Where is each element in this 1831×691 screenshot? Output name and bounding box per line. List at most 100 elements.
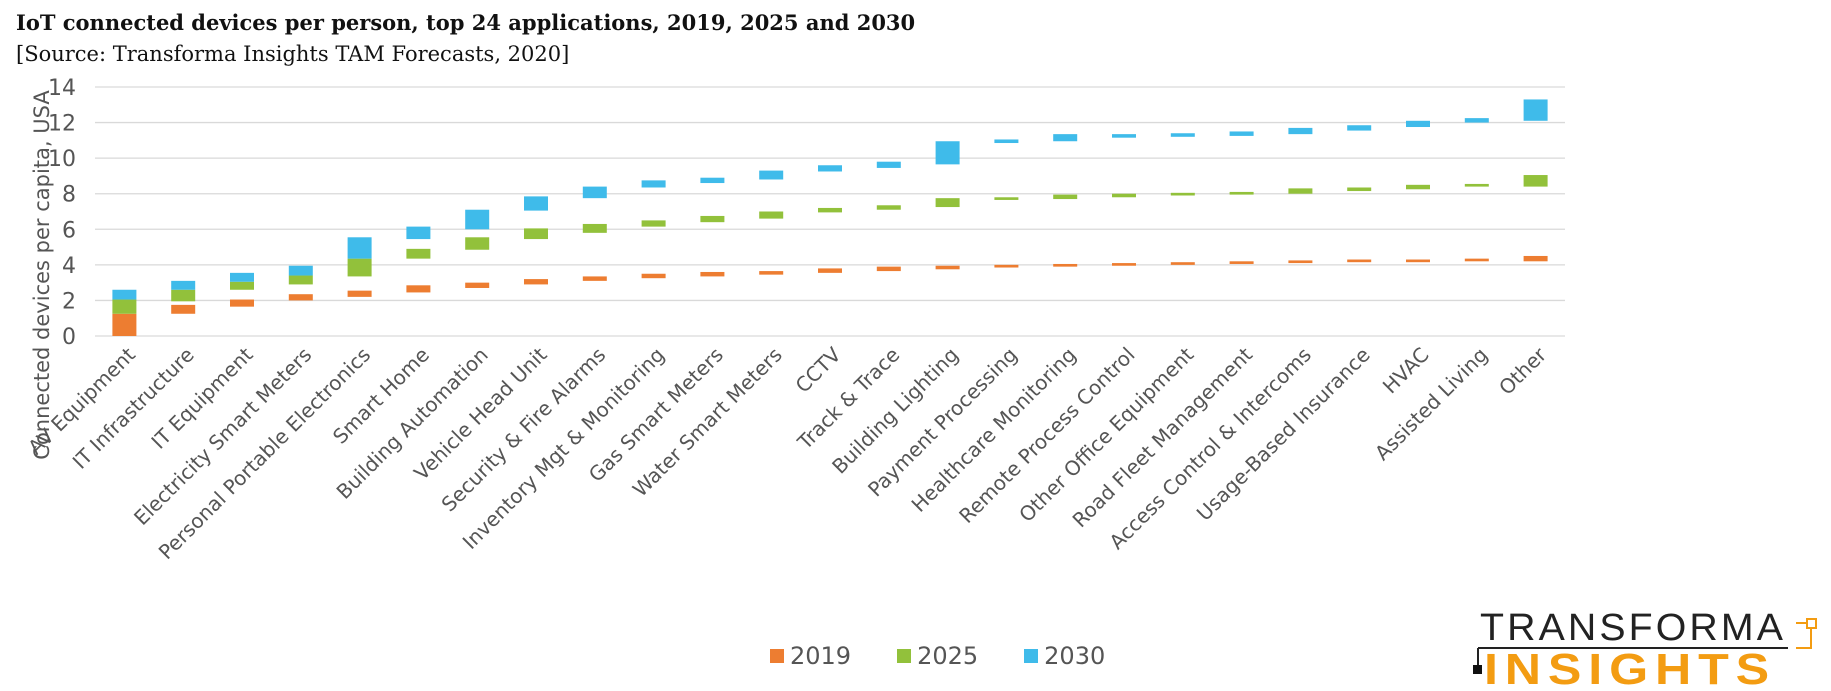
bar-2025-12: [818, 207, 842, 213]
y-tick-label: 8: [62, 183, 76, 208]
bar-2030-0: [112, 289, 137, 300]
bar-2019-17: [1112, 263, 1136, 266]
bar-2025-24: [1523, 175, 1548, 187]
bar-2019-6: [465, 282, 490, 288]
bar-2030-20: [1288, 127, 1313, 135]
bar-2025-20: [1288, 188, 1313, 194]
bar-2025-3: [288, 275, 313, 285]
bar-2019-20: [1288, 260, 1313, 264]
chart-title: IoT connected devices per person, top 24…: [16, 10, 916, 35]
y-tick-label: 14: [48, 76, 76, 101]
bar-2025-10: [700, 215, 725, 223]
bar-2025-14: [935, 198, 960, 208]
bar-2025-4: [347, 258, 372, 277]
y-tick-label: 10: [48, 147, 76, 172]
bar-2030-11: [759, 170, 784, 180]
x-tick-label: Personal Portable Electronics: [154, 343, 375, 564]
bar-2019-12: [818, 268, 842, 273]
x-tick-label: Track & Trace: [792, 343, 904, 455]
bar-2025-2: [230, 281, 254, 290]
bar-2025-22: [1406, 184, 1430, 190]
bar-2030-7: [524, 196, 548, 211]
bar-2019-3: [288, 294, 313, 301]
legend-swatch-2025: [897, 649, 912, 663]
bar-2019-23: [1464, 258, 1489, 262]
bar-2019-18: [1170, 262, 1195, 265]
bar-2019-0: [112, 313, 137, 336]
bar-2019-11: [759, 271, 784, 275]
legend-item-2025: 2025: [897, 642, 978, 670]
bar-2025-16: [1053, 194, 1078, 200]
bar-2019-15: [994, 264, 1019, 268]
bar-2019-1: [171, 304, 196, 314]
bar-2030-6: [465, 209, 490, 230]
y-tick-label: 4: [62, 254, 76, 279]
bar-2030-9: [641, 180, 666, 188]
bar-2030-8: [582, 186, 607, 199]
y-tick-label: 2: [62, 289, 76, 314]
bar-2025-13: [876, 205, 901, 210]
chart-subtitle: [Source: Transforma Insights TAM Forecas…: [16, 42, 570, 66]
bar-2019-4: [347, 290, 372, 297]
bar-2019-22: [1406, 259, 1430, 263]
bar-2030-15: [994, 139, 1019, 144]
y-tick-label: 12: [48, 112, 76, 137]
bar-2019-8: [582, 276, 607, 281]
bar-2025-18: [1170, 192, 1195, 196]
bar-2030-16: [1053, 134, 1078, 142]
y-tick-label: 6: [62, 218, 76, 243]
svg-text:INSIGHTS: INSIGHTS: [1484, 645, 1776, 688]
bar-2030-14: [935, 141, 960, 165]
legend-label-2019: 2019: [790, 642, 852, 670]
legend-label-2025: 2025: [917, 642, 979, 670]
bar-2030-2: [230, 272, 254, 282]
bar-2030-5: [406, 226, 431, 240]
bar-2025-21: [1347, 187, 1372, 192]
bar-2025-15: [994, 197, 1019, 200]
x-tick-label: IT Equipment: [146, 342, 257, 453]
bar-2030-12: [818, 165, 842, 172]
bar-2025-17: [1112, 193, 1136, 198]
y-tick-label: 0: [62, 325, 76, 350]
bar-2019-9: [641, 273, 666, 279]
bar-2030-1: [171, 280, 196, 290]
bar-2019-19: [1229, 261, 1254, 264]
y-axis-label: Connected devices per capita, USA: [30, 90, 54, 460]
bars: [112, 99, 1548, 336]
grid-lines: [95, 86, 1565, 337]
bar-2019-21: [1347, 259, 1372, 263]
legend-swatch-2019: [770, 649, 784, 663]
legend-swatch-2030: [1024, 649, 1039, 663]
bar-2025-5: [406, 248, 431, 259]
bar-2030-19: [1229, 131, 1254, 136]
legend: 2019 2025 2030: [770, 642, 1105, 670]
bar-2030-24: [1523, 99, 1548, 121]
bar-2030-21: [1347, 125, 1372, 131]
bar-2025-7: [524, 228, 548, 240]
bar-2025-1: [171, 289, 196, 302]
bar-2019-5: [406, 285, 431, 293]
legend-label-2030: 2030: [1044, 642, 1106, 670]
bar-2019-13: [876, 266, 901, 272]
bar-2025-8: [582, 223, 607, 233]
bar-2019-7: [524, 279, 548, 285]
bar-2019-14: [935, 265, 960, 270]
legend-item-2019: 2019: [770, 642, 851, 670]
bar-2025-23: [1464, 183, 1489, 187]
bar-2019-10: [700, 271, 725, 277]
bar-2030-10: [700, 177, 725, 184]
bar-2019-16: [1053, 263, 1078, 267]
bar-2030-18: [1170, 133, 1195, 137]
bar-2025-9: [641, 220, 666, 227]
bar-2030-23: [1464, 118, 1489, 123]
x-tick-label: Other: [1494, 342, 1552, 400]
bar-2030-4: [347, 237, 372, 259]
bar-2030-22: [1406, 120, 1430, 128]
y-axis-ticks: 0 2 4 6 8 10 12 14: [48, 76, 76, 350]
legend-item-2030: 2030: [1024, 642, 1105, 670]
svg-text:TRANSFORMA: TRANSFORMA: [1480, 607, 1786, 649]
bar-2025-11: [759, 211, 784, 219]
x-tick-label: CCTV: [791, 342, 846, 397]
